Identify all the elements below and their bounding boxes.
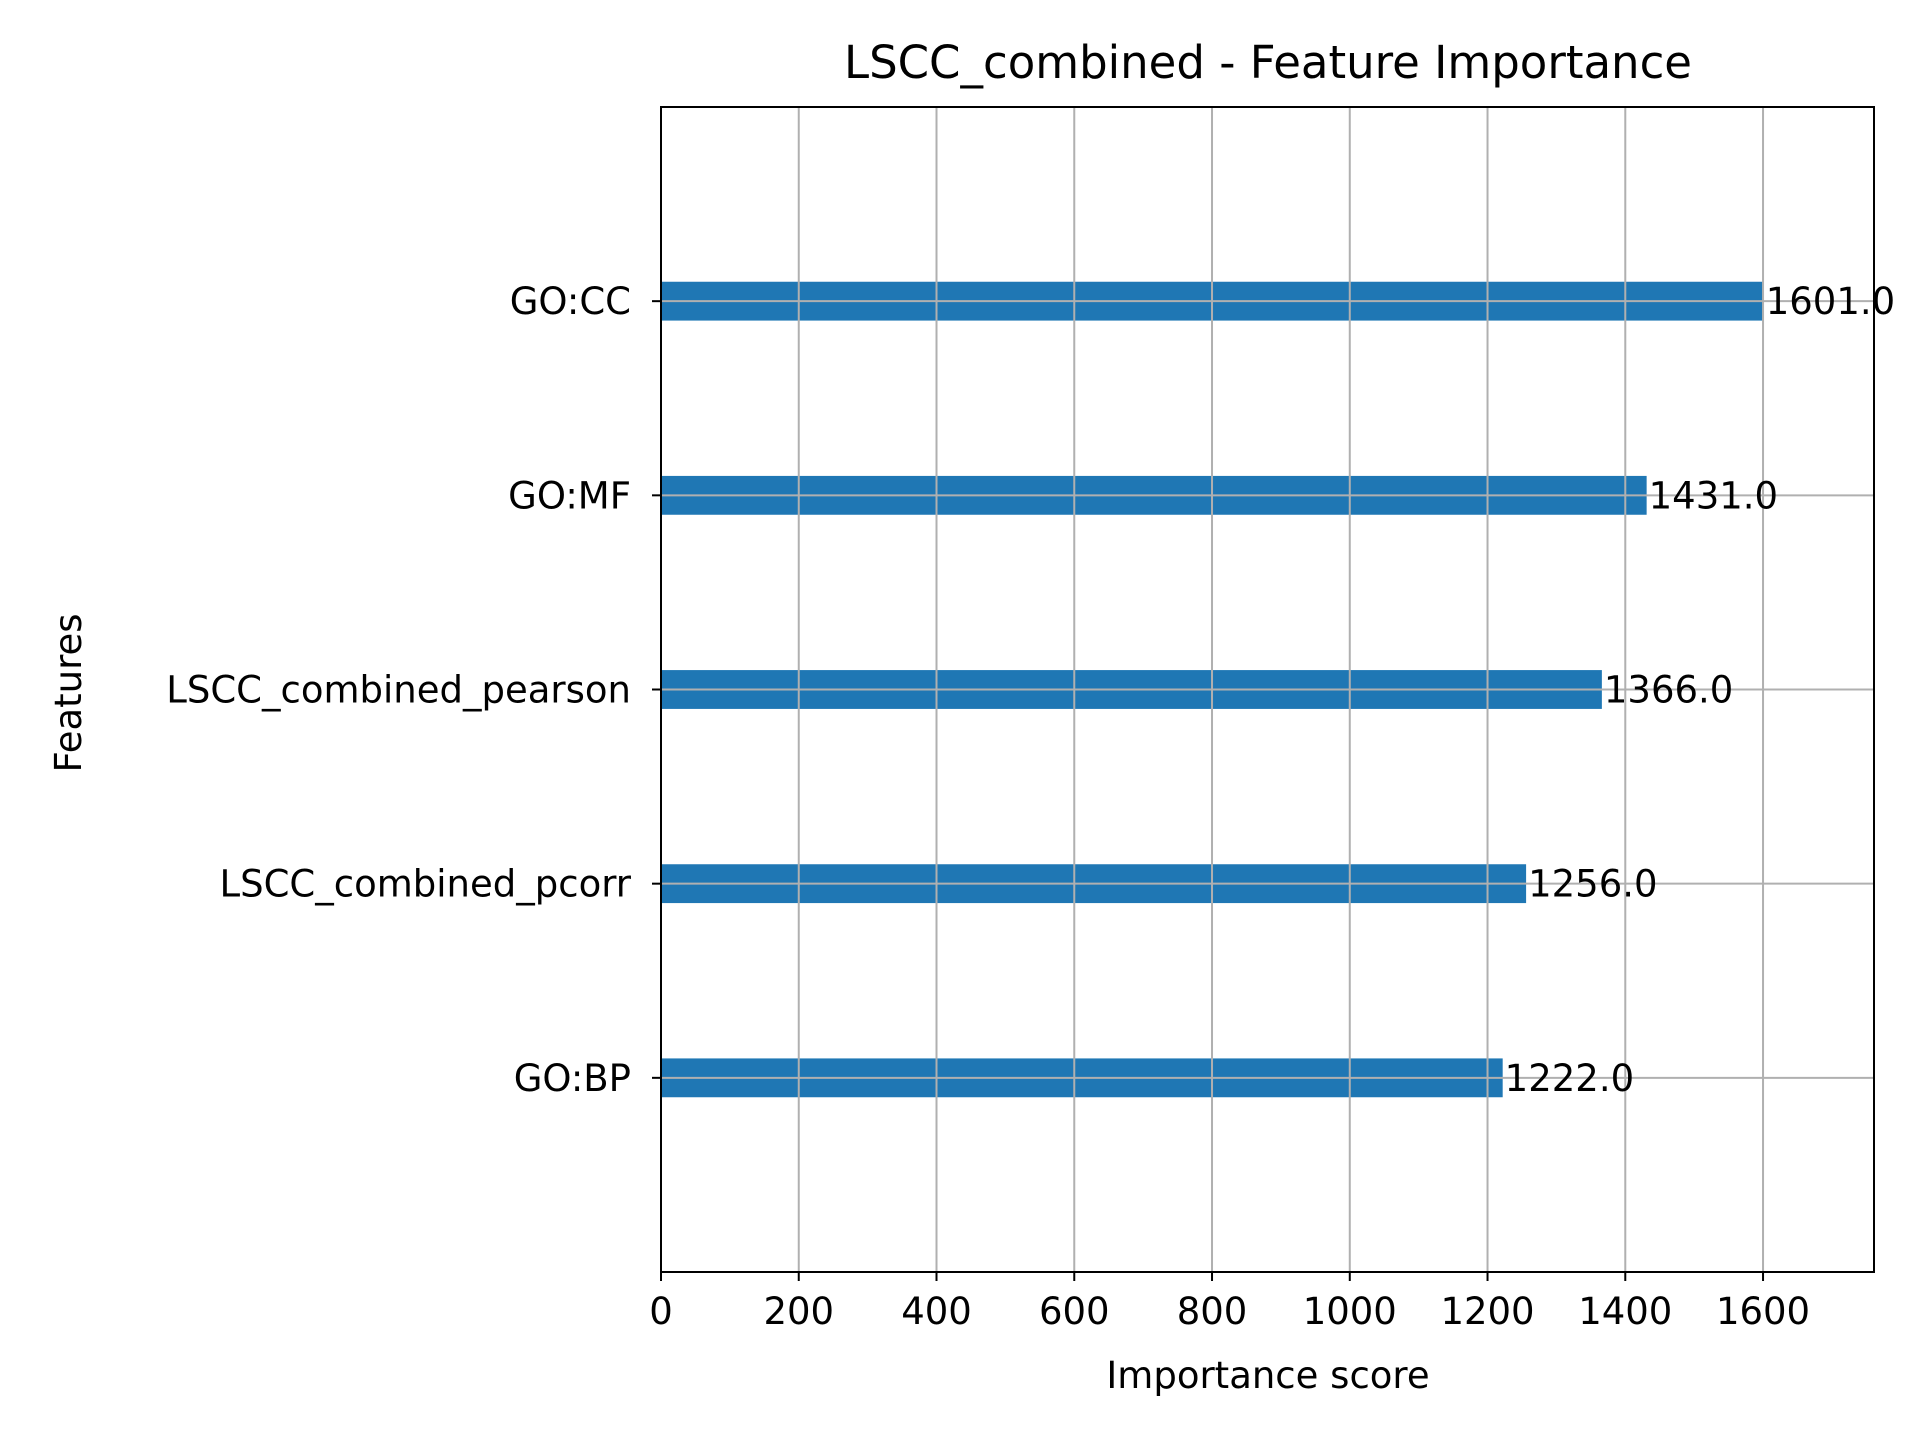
x-tick-label-8: 1600	[1716, 1290, 1810, 1333]
plot-area: 0 200 400 600 800 1000 1200 1400 1600 GO:BP 1222.0…	[166, 106, 1895, 1333]
x-tick-label-3: 600	[1039, 1290, 1110, 1333]
x-tick-label-7: 1400	[1578, 1290, 1672, 1333]
value-label-0: 1222.0	[1505, 1057, 1634, 1100]
value-label-4: 1601.0	[1766, 280, 1895, 323]
x-axis-label: Importance score	[1106, 1354, 1429, 1397]
x-tick-label-0: 0	[649, 1290, 673, 1333]
category-label-3: GO:MF	[508, 474, 631, 517]
value-label-3: 1431.0	[1649, 474, 1778, 517]
x-tick-label-6: 1200	[1440, 1290, 1534, 1333]
x-tick-label-4: 800	[1177, 1290, 1248, 1333]
y-axis-label: Features	[47, 613, 90, 772]
value-label-1: 1256.0	[1528, 863, 1657, 906]
category-label-1: LSCC_combined_pcorr	[220, 863, 632, 906]
x-tick-label-2: 400	[901, 1290, 972, 1333]
value-label-2: 1366.0	[1604, 669, 1733, 712]
chart-title: LSCC_combined - Feature Importance	[844, 36, 1692, 89]
category-label-0: GO:BP	[514, 1057, 631, 1100]
axes-frame	[660, 106, 1875, 1273]
category-label-2: LSCC_combined_pearson	[166, 669, 631, 712]
x-tick-label-5: 1000	[1303, 1290, 1397, 1333]
category-label-4: GO:CC	[510, 280, 631, 323]
x-tick-label-1: 200	[763, 1290, 834, 1333]
